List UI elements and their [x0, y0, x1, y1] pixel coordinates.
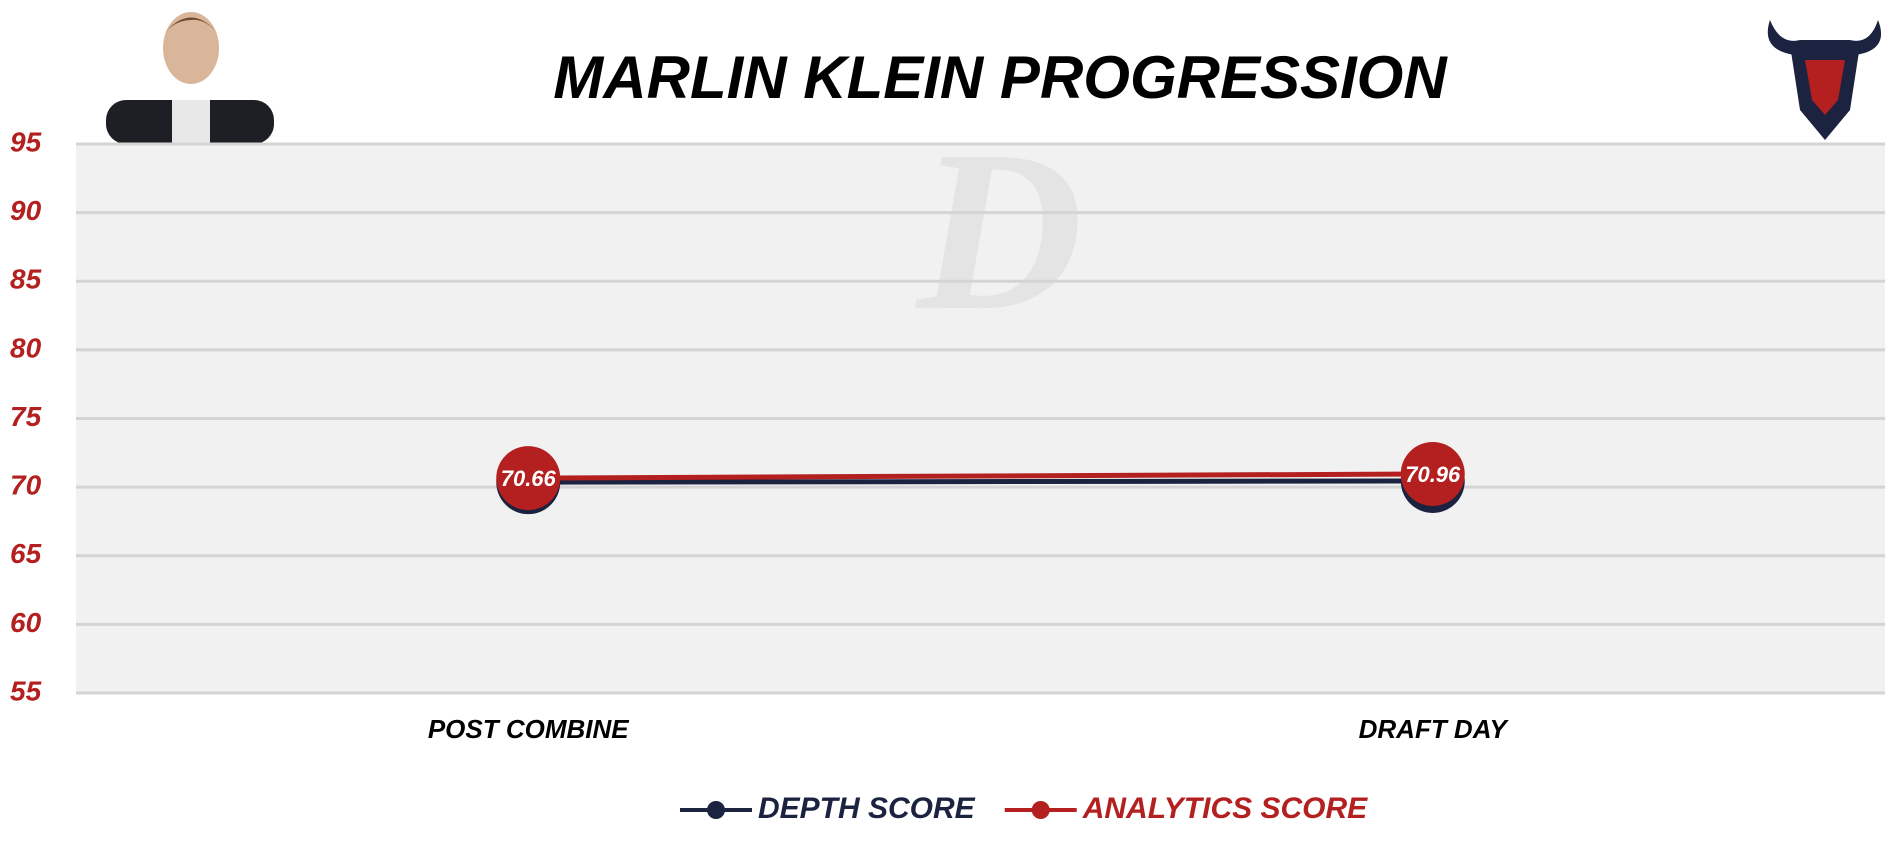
y-tick-label: 65 — [10, 538, 42, 569]
y-tick-label: 70 — [10, 470, 42, 501]
y-tick-label: 80 — [10, 332, 42, 363]
legend-label: DEPTH SCORE — [758, 792, 976, 825]
team-logo — [1767, 20, 1882, 140]
y-tick-label: 60 — [10, 607, 42, 638]
chart-title: MARLIN KLEIN PROGRESSION — [553, 44, 1448, 111]
data-label: 70.66 — [501, 466, 557, 491]
series-line — [528, 478, 1433, 485]
x-tick-label: DRAFT DAY — [1359, 714, 1510, 744]
y-tick-label: 90 — [10, 195, 42, 226]
legend-marker — [1031, 801, 1050, 819]
series-line — [528, 471, 1433, 481]
legend-label: ANALYTICS SCORE — [1082, 792, 1368, 825]
legend-marker — [707, 801, 725, 819]
x-tick-label: POST COMBINE — [428, 714, 629, 744]
y-tick-label: 55 — [10, 675, 42, 706]
player-photo — [106, 12, 274, 144]
data-label: 70.96 — [1405, 462, 1461, 487]
watermark: D — [915, 103, 1083, 358]
data-point — [1400, 441, 1465, 506]
data-point — [496, 446, 561, 511]
y-tick-label: 95 — [10, 126, 42, 157]
y-tick-label: 85 — [10, 264, 42, 295]
y-tick-label: 75 — [10, 401, 42, 432]
